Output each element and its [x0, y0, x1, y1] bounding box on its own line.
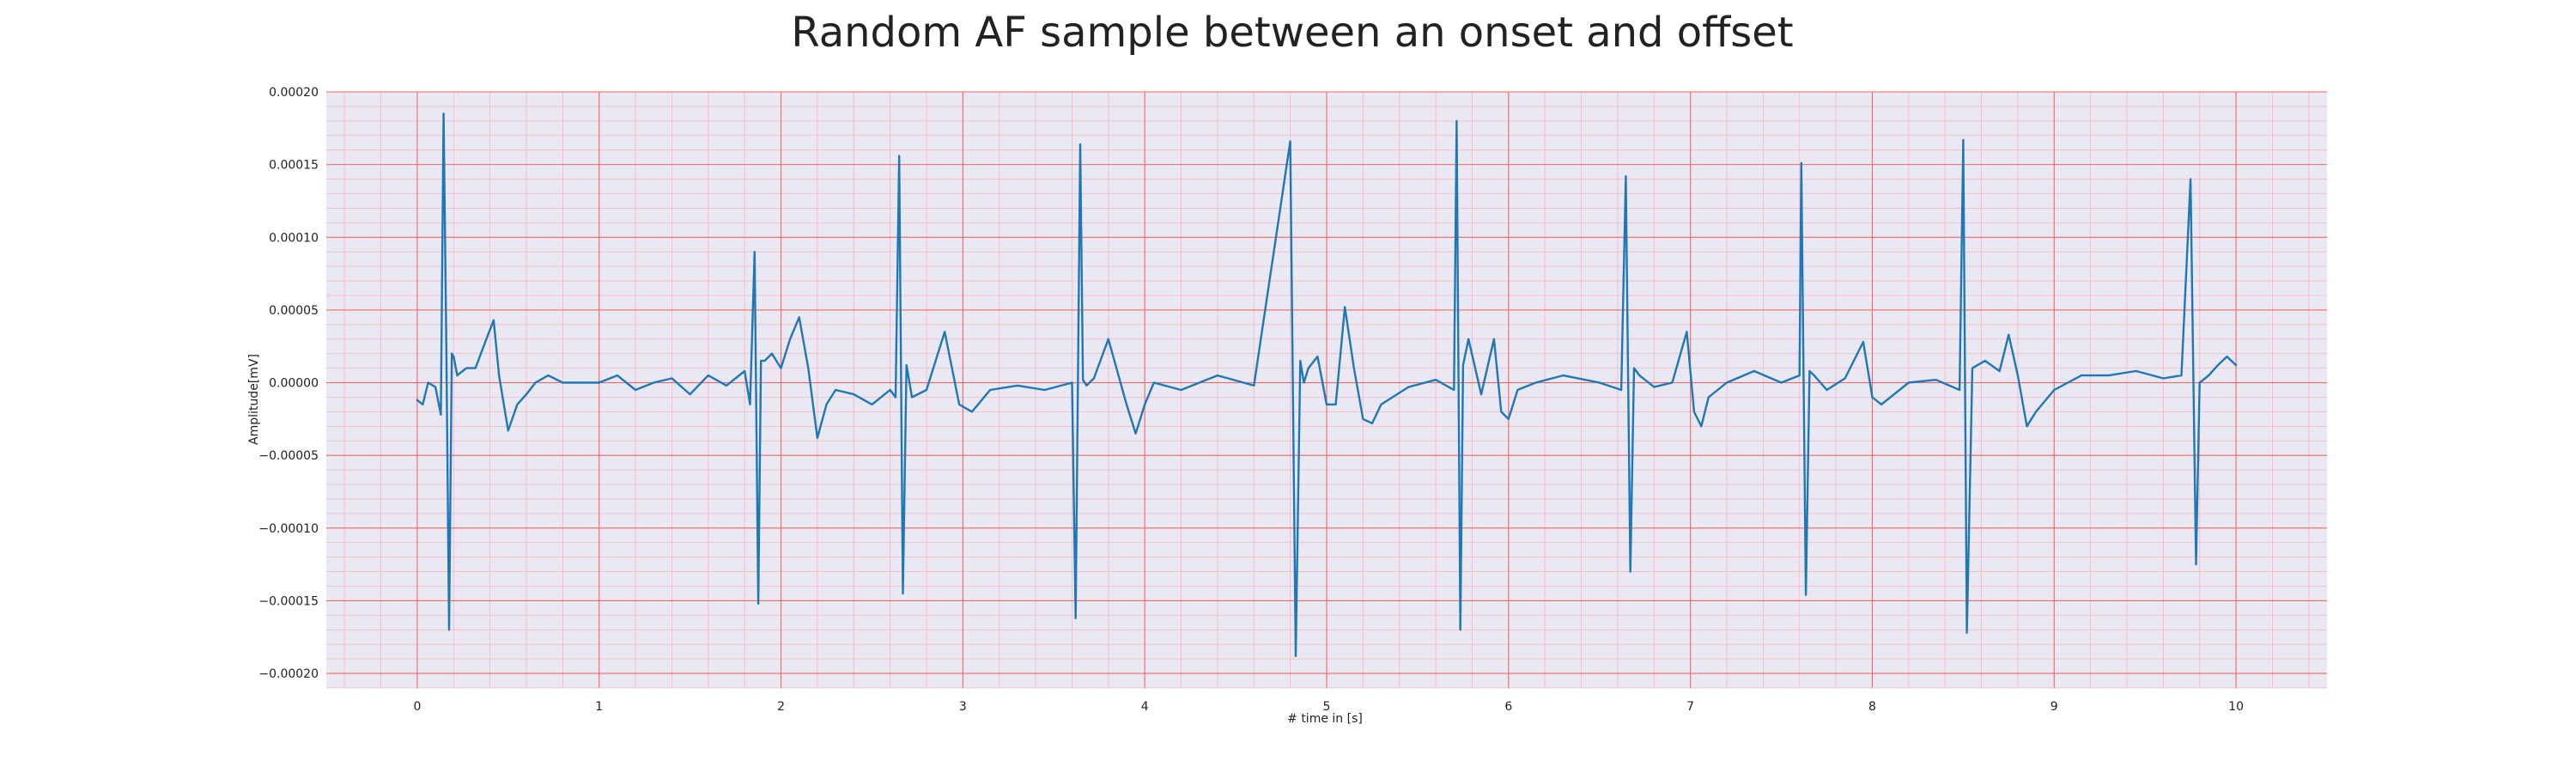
x-tick-label: 0: [413, 700, 421, 714]
y-tick-label: −0.00005: [258, 449, 319, 463]
y-tick-label: −0.00015: [258, 594, 319, 608]
chart-title: Random AF sample between an onset and of…: [791, 9, 1793, 57]
x-tick-label: 9: [2050, 700, 2058, 714]
x-tick-label: 3: [959, 700, 967, 714]
x-tick-label: 6: [1504, 700, 1512, 714]
y-axis-label: Amplitude[mV]: [247, 354, 261, 445]
y-axis-ticks: −0.00020 −0.00015 −0.00010 −0.00005 0.00000 0…: [258, 86, 319, 681]
x-tick-label: 8: [1868, 700, 1876, 714]
x-tick-label: 1: [595, 700, 603, 714]
y-tick-label: 0.00000: [269, 377, 319, 391]
series-layer: [416, 113, 2238, 657]
x-axis-ticks: 0 1 2 3 4 5 6 7 8 9 10: [413, 700, 2244, 714]
x-tick-label: 7: [1686, 700, 1694, 714]
y-tick-label: 0.00015: [269, 159, 319, 173]
x-tick-label: 5: [1323, 700, 1331, 714]
y-tick-label: 0.00020: [269, 86, 319, 100]
y-tick-label: −0.00020: [258, 667, 319, 681]
x-tick-label: 2: [777, 700, 785, 714]
y-tick-label: −0.00010: [258, 522, 319, 536]
major-grid: [326, 91, 2327, 688]
x-axis-label: # time in [s]: [1287, 712, 1363, 726]
y-tick-label: 0.00010: [269, 231, 319, 245]
y-tick-label: 0.00005: [269, 304, 319, 318]
x-tick-label: 4: [1141, 700, 1149, 714]
ecg-series-line: [416, 113, 2238, 657]
x-tick-label: 10: [2228, 700, 2244, 714]
